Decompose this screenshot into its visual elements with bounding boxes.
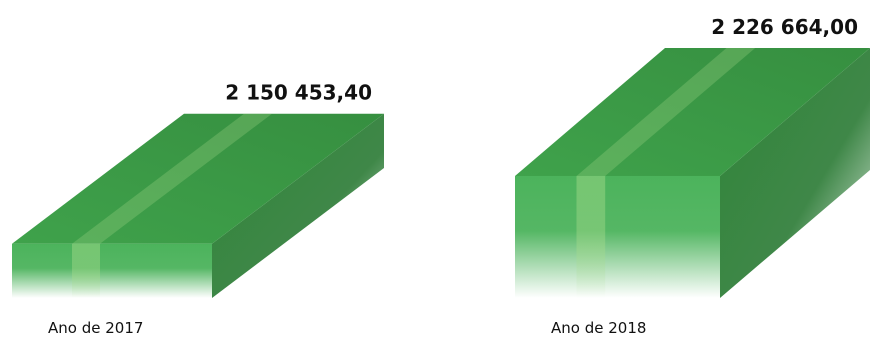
data-label: 2 150 453,40 — [225, 81, 372, 105]
bar-front-face — [515, 175, 720, 298]
data-label: 2 226 664,00 — [711, 15, 858, 39]
bar-1 — [12, 113, 384, 298]
category-label: Ano de 2018 — [551, 319, 646, 337]
bars-group — [12, 47, 870, 298]
bar-side-face — [720, 47, 870, 298]
bar-front-face — [12, 243, 212, 298]
bar-highlight-top — [72, 113, 272, 244]
bar-highlight-front — [72, 243, 100, 298]
labels-group: 2 150 453,40 Ano de 2017 2 226 664,00 Ano d… — [48, 15, 858, 337]
bar-2 — [515, 47, 870, 298]
bar-top-face — [12, 113, 384, 244]
bar-side-face — [212, 113, 384, 298]
bar-highlight-top — [576, 47, 756, 176]
bar-top-face — [515, 47, 870, 176]
category-label: Ano de 2017 — [48, 319, 143, 337]
bar-highlight-front — [576, 175, 606, 298]
